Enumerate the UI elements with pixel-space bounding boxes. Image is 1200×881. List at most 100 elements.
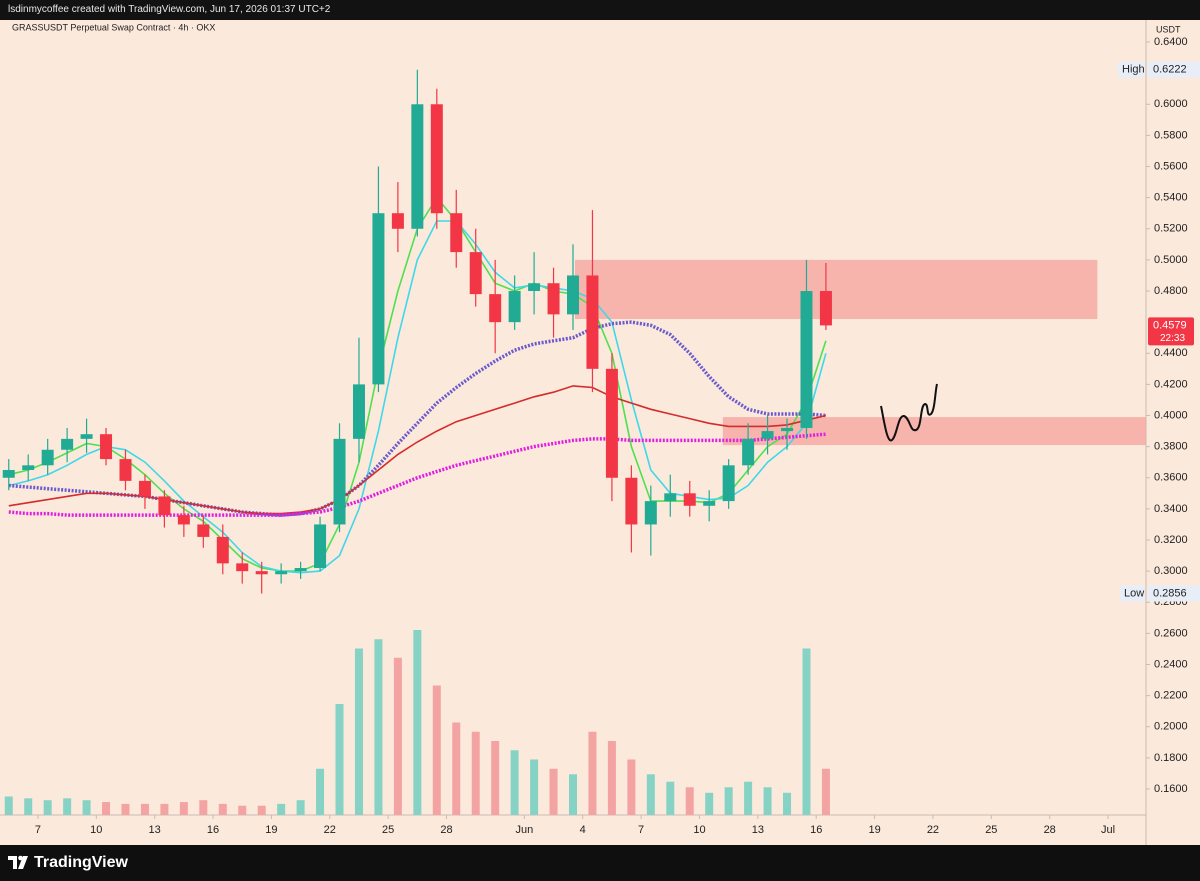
candle-body [236, 563, 249, 572]
y-tick-label: 0.4000 [1154, 409, 1188, 421]
volume-bar [763, 787, 772, 815]
last-price: 0.4579 [1153, 319, 1187, 331]
x-tick-label: 10 [693, 824, 705, 836]
volume-bar [413, 630, 422, 815]
x-tick-label: 19 [868, 824, 880, 836]
x-tick-label: 16 [207, 824, 219, 836]
high-value-box [1148, 61, 1200, 78]
candle-body [411, 104, 424, 229]
volume-bar [316, 768, 325, 815]
volume-bar [374, 639, 383, 815]
volume-bar [627, 759, 636, 815]
volume-bar [121, 803, 130, 815]
volume-bar [354, 648, 363, 815]
y-tick-label: 0.2400 [1154, 658, 1188, 670]
y-tick-label: 0.2200 [1154, 690, 1188, 702]
volume-bar [199, 800, 208, 815]
brand-name: TradingView [34, 854, 128, 871]
x-tick-label: 25 [382, 824, 394, 836]
candle-body [138, 480, 151, 497]
zones [574, 259, 1146, 446]
x-tick-label: 7 [35, 824, 41, 836]
candle-body [352, 384, 365, 439]
y-tick-label: 0.4200 [1154, 378, 1188, 390]
volume-bar [705, 792, 714, 815]
candle-body [567, 275, 579, 315]
candle-body [625, 477, 638, 525]
candle-body [683, 493, 696, 506]
volume-bar [24, 798, 33, 815]
high-value: 0.6222 [1153, 64, 1187, 76]
volume-bar [393, 657, 402, 815]
footer: TradingView [0, 845, 1200, 881]
candle-body [294, 568, 307, 572]
y-tick-label: 0.6000 [1154, 98, 1188, 110]
volume-bar [452, 722, 461, 815]
volume-bar [296, 800, 305, 815]
x-tick-label: 4 [580, 824, 586, 836]
volume-bar [471, 731, 480, 815]
x-tick-label: 13 [149, 824, 161, 836]
candle-body [100, 434, 113, 460]
y-tick-label: 0.5800 [1154, 129, 1188, 141]
volume-bar [218, 803, 227, 815]
x-tick-label: 19 [265, 824, 277, 836]
candle-body [372, 213, 385, 385]
x-tick-label: 28 [1044, 824, 1056, 836]
candle-body [255, 571, 268, 575]
x-tick-label: 7 [638, 824, 644, 836]
candle-body [216, 536, 229, 564]
y-tick-label: 0.2600 [1154, 627, 1188, 639]
currency-label: USDT [1156, 24, 1181, 34]
x-tick-label: 22 [324, 824, 336, 836]
x-tick-label: 13 [752, 824, 764, 836]
candle-body [664, 493, 677, 502]
candle-body [547, 283, 560, 315]
y-tick-label: 0.5200 [1154, 223, 1188, 235]
low-value: 0.2856 [1153, 587, 1187, 599]
volume-bar [666, 781, 675, 815]
candle-body [2, 469, 15, 478]
candle-body [586, 275, 599, 369]
candle-body [80, 434, 93, 439]
x-tick-label: 10 [90, 824, 102, 836]
volume-bar [432, 685, 441, 815]
x-tick-label: 25 [985, 824, 997, 836]
y-tick-label: 0.6400 [1154, 36, 1188, 48]
volume-bar [569, 774, 577, 815]
volume-bar [607, 741, 616, 815]
volume-bar [238, 805, 247, 815]
countdown: 22:33 [1160, 333, 1185, 344]
candle-body [41, 449, 54, 466]
candle-body [333, 438, 346, 525]
candles [2, 69, 832, 594]
brand-logo [8, 855, 28, 869]
candle-body [22, 465, 35, 470]
x-tick-label: 22 [927, 824, 939, 836]
high-tag-box [1118, 61, 1145, 78]
volume-bar [821, 768, 830, 815]
volume-bar [257, 805, 266, 815]
candle-body [197, 524, 210, 537]
volume-bar [102, 802, 111, 815]
volumes [4, 630, 830, 815]
y-tick-label: 0.4400 [1154, 347, 1188, 359]
axes: 0.6400 0.6000 0.5800 0.5600 0.5400 0.5200 0.50… [35, 36, 1200, 836]
candle-body [781, 427, 794, 432]
x-tick-label: Jun [515, 824, 533, 836]
last-price-box [1148, 317, 1194, 346]
candle-body [314, 524, 327, 569]
volume-bar [724, 787, 733, 815]
volume-bar [82, 800, 91, 815]
moving-average-line [8, 432, 827, 517]
candle-body [119, 459, 132, 481]
volume-bar [160, 803, 169, 815]
candle-body [450, 213, 463, 253]
volume-bar [510, 750, 519, 815]
volume-bar [140, 803, 149, 815]
candle-body [177, 515, 190, 525]
x-tick-label: Jul [1101, 824, 1115, 836]
y-tick-label: 0.3000 [1154, 565, 1188, 577]
y-tick-label: 0.4800 [1154, 285, 1188, 297]
